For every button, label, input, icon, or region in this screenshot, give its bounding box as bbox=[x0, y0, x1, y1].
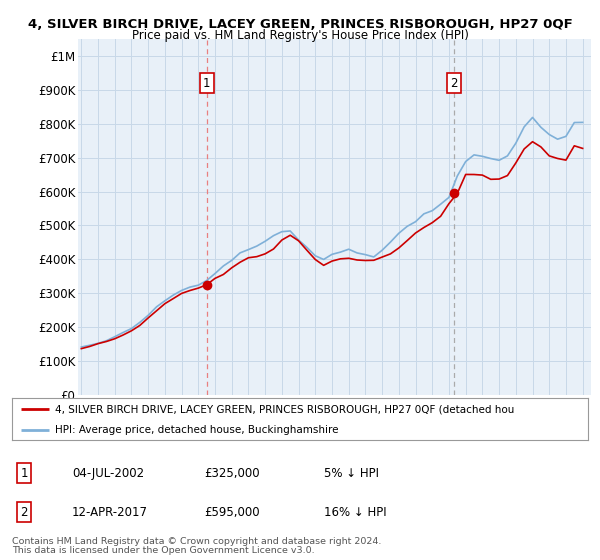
Text: 04-JUL-2002: 04-JUL-2002 bbox=[72, 466, 144, 480]
Text: Contains HM Land Registry data © Crown copyright and database right 2024.: Contains HM Land Registry data © Crown c… bbox=[12, 538, 382, 547]
Text: 1: 1 bbox=[20, 466, 28, 480]
Text: £595,000: £595,000 bbox=[204, 506, 260, 519]
Text: This data is licensed under the Open Government Licence v3.0.: This data is licensed under the Open Gov… bbox=[12, 547, 314, 556]
Text: 12-APR-2017: 12-APR-2017 bbox=[72, 506, 148, 519]
Text: £325,000: £325,000 bbox=[204, 466, 260, 480]
Text: 16% ↓ HPI: 16% ↓ HPI bbox=[324, 506, 386, 519]
Text: 4, SILVER BIRCH DRIVE, LACEY GREEN, PRINCES RISBOROUGH, HP27 0QF: 4, SILVER BIRCH DRIVE, LACEY GREEN, PRIN… bbox=[28, 18, 572, 31]
Text: 2: 2 bbox=[450, 77, 457, 90]
Text: 4, SILVER BIRCH DRIVE, LACEY GREEN, PRINCES RISBOROUGH, HP27 0QF (detached hou: 4, SILVER BIRCH DRIVE, LACEY GREEN, PRIN… bbox=[55, 404, 515, 414]
Text: 2: 2 bbox=[20, 506, 28, 519]
Text: 1: 1 bbox=[203, 77, 211, 90]
Text: Price paid vs. HM Land Registry's House Price Index (HPI): Price paid vs. HM Land Registry's House … bbox=[131, 29, 469, 42]
Text: HPI: Average price, detached house, Buckinghamshire: HPI: Average price, detached house, Buck… bbox=[55, 426, 338, 435]
Text: 5% ↓ HPI: 5% ↓ HPI bbox=[324, 466, 379, 480]
